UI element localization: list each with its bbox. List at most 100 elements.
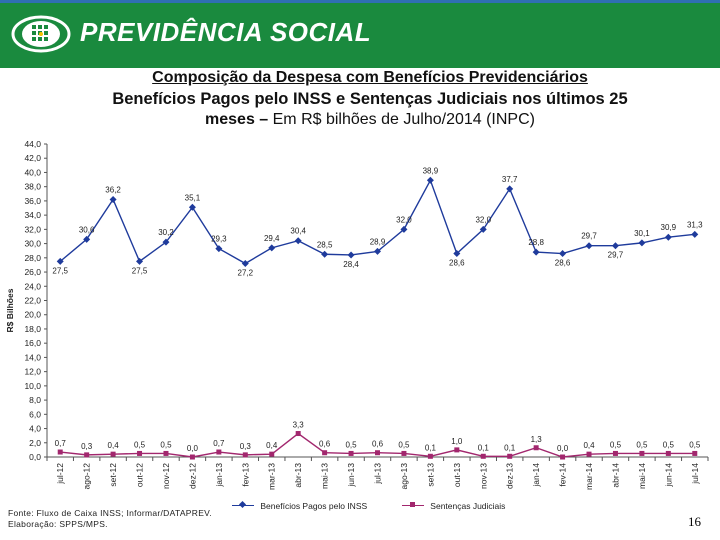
data-label-inss: 37,7 (502, 175, 518, 184)
data-point-inss (506, 185, 514, 193)
x-tick-label: mar-13 (267, 463, 277, 490)
data-point-sentencas (480, 453, 486, 459)
chart-title: Composição da Despesa com Benefícios Pre… (152, 69, 588, 86)
data-point-sentencas (242, 452, 248, 458)
data-point-inss (611, 242, 619, 250)
x-tick-label: dez-12 (187, 463, 197, 489)
data-point-inss (374, 247, 381, 255)
data-label-inss: 30,1 (634, 229, 650, 238)
data-label-inss: 31,3 (687, 220, 703, 229)
data-point-sentencas (137, 450, 143, 456)
data-point-inss (585, 242, 593, 250)
data-point-inss (268, 244, 276, 252)
data-label-inss: 28,5 (317, 240, 333, 249)
data-point-inss (215, 245, 223, 253)
data-label-sentencas: 0,7 (55, 439, 67, 448)
data-label-sentencas: 0,7 (213, 439, 225, 448)
y-tick-label: 18,0 (24, 324, 41, 334)
y-tick-label: 26,0 (24, 267, 41, 277)
data-label-sentencas: 0,1 (504, 443, 516, 452)
data-label-sentencas: 0,5 (663, 440, 675, 449)
x-tick-label: nov-13 (478, 463, 488, 489)
data-point-sentencas (507, 453, 513, 459)
data-point-sentencas (692, 450, 698, 456)
data-point-inss (559, 250, 567, 258)
slide-titles: Composição da Despesa com Benefícios Pre… (40, 68, 700, 130)
x-tick-label: dez-13 (505, 463, 515, 489)
data-point-inss (56, 257, 64, 265)
data-point-sentencas (110, 451, 116, 457)
y-tick-label: 32,0 (24, 224, 41, 234)
data-point-sentencas (322, 450, 328, 456)
data-label-inss: 30,6 (79, 225, 95, 234)
line-chart: 0,0 2,0 4,0 6,0 8,0 10,0 12,0 14,0 16,0 18,0 20,0 2… (5, 139, 709, 490)
credit-text: Elaboração: SPPS/MPS. (8, 519, 108, 529)
y-tick-label: 12,0 (24, 367, 41, 377)
data-point-inss (162, 238, 170, 246)
data-label-sentencas: 1,0 (451, 437, 463, 446)
data-label-sentencas: 0,1 (478, 443, 490, 452)
data-label-inss: 28,6 (449, 259, 465, 268)
x-tick-label: set-12 (108, 463, 118, 487)
y-tick-label: 16,0 (24, 338, 41, 348)
source-text: Fonte: Fluxo de Caixa INSS; Informar/DAT… (8, 508, 213, 518)
data-point-sentencas (454, 447, 460, 453)
data-label-inss: 27,2 (238, 269, 254, 278)
data-label-inss: 30,9 (661, 223, 677, 232)
data-label-sentencas: 0,5 (636, 440, 648, 449)
y-tick-label: 42,0 (24, 153, 41, 163)
y-tick-label: 30,0 (24, 239, 41, 249)
y-tick-label: 10,0 (24, 381, 41, 391)
y-tick-label: 8,0 (29, 395, 41, 405)
x-tick-label: jan-13 (214, 463, 224, 488)
data-point-sentencas (57, 449, 63, 455)
data-point-sentencas (560, 454, 566, 460)
y-tick-label: 2,0 (29, 438, 41, 448)
x-tick-label: mai-13 (320, 463, 330, 489)
x-tick-label: out-12 (135, 463, 145, 487)
x-tick-label: jul-13 (373, 463, 383, 485)
x-tick-label: mai-14 (637, 463, 647, 489)
data-point-inss (691, 230, 699, 238)
data-label-sentencas: 0,5 (134, 440, 146, 449)
data-label-sentencas: 3,3 (293, 421, 305, 430)
legend-swatch-sentencas (401, 502, 424, 508)
x-tick-label: out-13 (452, 463, 462, 487)
data-label-inss: 28,8 (528, 238, 544, 247)
page-number: 16 (688, 514, 701, 529)
x-tick-label: abr-13 (293, 463, 303, 488)
data-point-inss (241, 260, 249, 268)
y-tick-label: 20,0 (24, 310, 41, 320)
data-point-sentencas (295, 431, 301, 437)
data-label-inss: 28,9 (370, 237, 386, 246)
data-label-sentencas: 0,4 (108, 441, 120, 450)
y-tick-label: 44,0 (24, 139, 41, 149)
data-label-inss: 27,5 (52, 266, 68, 275)
data-point-inss (638, 239, 646, 247)
chart-subtitle: Benefícios Pagos pelo INSS e Sentenças J… (112, 90, 628, 108)
data-label-inss: 35,1 (185, 193, 201, 202)
x-tick-label: ago-13 (399, 463, 409, 490)
data-point-sentencas (612, 450, 618, 456)
y-tick-label: 38,0 (24, 182, 41, 192)
data-label-sentencas: 0,6 (372, 440, 384, 449)
data-point-inss (136, 257, 144, 265)
data-point-sentencas (639, 450, 645, 456)
data-point-sentencas (348, 450, 354, 456)
data-label-inss: 30,4 (290, 227, 306, 236)
data-label-inss: 32,0 (475, 215, 491, 224)
data-label-inss: 29,4 (264, 234, 280, 243)
data-label-sentencas: 1,3 (531, 435, 543, 444)
data-point-sentencas (665, 450, 671, 456)
subtitle-unit: Em R$ bilhões de Julho/2014 (INPC) (268, 111, 535, 128)
data-point-inss (83, 235, 91, 243)
legend-swatch-inss (232, 501, 254, 509)
x-tick-label: abr-14 (610, 463, 620, 488)
x-tick-label: mar-14 (584, 463, 594, 490)
data-point-sentencas (84, 452, 90, 458)
data-point-inss (453, 250, 461, 258)
data-label-sentencas: 0,6 (319, 440, 331, 449)
data-label-sentencas: 0,5 (160, 440, 172, 449)
data-point-sentencas (586, 451, 592, 457)
x-tick-label: nov-12 (161, 463, 171, 489)
